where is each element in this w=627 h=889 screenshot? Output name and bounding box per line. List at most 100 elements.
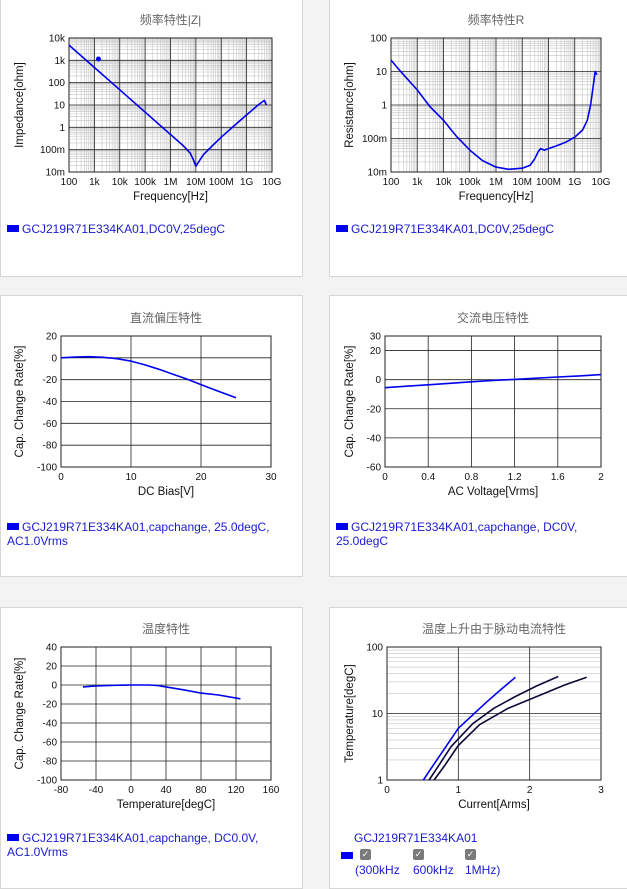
chart-panel-dc-bias: 直流偏压特性 0 10 20 30 20 0 -20 -40 -60 -80 -100 DC Bias[… [0, 295, 303, 577]
y-tick-label: -100 [37, 776, 57, 787]
checkbox-label-600khz: 600kHz [413, 863, 454, 877]
x-tick-label: 10k [435, 177, 452, 188]
y-tick-label: 30 [370, 332, 382, 343]
chart-title: 交流电压特性 [457, 310, 529, 325]
y-tick-label: 100 [48, 78, 65, 89]
x-axis-label: Frequency[Hz] [459, 191, 534, 203]
legend-label: GCJ219R71E334KA01,capchange, DC0V, 25.0d… [336, 520, 578, 548]
chart-panel-impedance: 频率特性|Z| 100 1k 10k 100k 1M 10M 100M 1G 10G 10m 100m… [0, 0, 303, 277]
chart-panel-ripple: 温度上升由于脉动电流特性 0 1 2 3 1 10 100 Current[Arms] Tempe… [329, 607, 627, 889]
legend-label: GCJ219R71E334KA01,DC0V,25degC [22, 222, 226, 236]
x-tick-label: 120 [228, 785, 245, 796]
y-tick-label: 20 [370, 346, 382, 357]
chart-title: 温度特性 [142, 621, 190, 636]
x-tick-label: -80 [54, 785, 69, 796]
x-tick-label: 10G [592, 177, 611, 188]
series-line-0 [82, 684, 241, 700]
x-tick-label: 10G [263, 177, 282, 188]
y-tick-label: 10m [368, 168, 387, 179]
plot-frame [60, 646, 272, 781]
y-tick-label: -40 [367, 433, 382, 444]
legend-swatch [7, 523, 19, 531]
y-tick-label: -20 [43, 375, 58, 386]
x-tick-label: 1.6 [551, 472, 565, 483]
x-tick-label: 100k [459, 177, 482, 188]
legend: GCJ219R71E334KA01,capchange, DC0V, 25.0d… [336, 520, 626, 548]
y-tick-label: -80 [43, 441, 58, 452]
y-tick-label: 0 [51, 681, 57, 692]
x-tick-label: 2 [598, 472, 604, 483]
frequency-checkboxes: ✓ ✓ ✓ (300kHz 600kHz 1MHz) [337, 844, 627, 884]
x-tick-label: -40 [89, 785, 104, 796]
y-tick-label: 1 [381, 101, 387, 112]
plot-frame [384, 335, 602, 468]
ac-voltage-chart: 交流电压特性 0 0.4 0.8 1.2 1.6 2 30 20 0 -20 -40 -60 AC Vol… [344, 310, 604, 498]
x-tick-label: 0 [128, 785, 134, 796]
x-tick-label: 10 [125, 472, 137, 483]
plot-frame [386, 646, 602, 781]
x-tick-label: 1G [240, 177, 254, 188]
x-tick-label: 30 [265, 472, 277, 483]
y-tick-label: 10m [46, 168, 65, 179]
y-tick-label: -40 [43, 719, 58, 730]
x-tick-label: 0 [382, 472, 388, 483]
legend-swatch [7, 834, 19, 842]
x-tick-label: 10M [513, 177, 532, 188]
x-tick-label: 1k [412, 177, 424, 188]
x-tick-label: 0.8 [464, 472, 478, 483]
checkbox-label-300khz: (300kHz [355, 863, 400, 877]
x-tick-label: 100k [134, 177, 157, 188]
legend-label: GCJ219R71E334KA01,capchange, 25.0degC, A… [7, 520, 270, 548]
x-tick-label: 1.2 [508, 472, 522, 483]
y-tick-label: -60 [43, 419, 58, 430]
x-tick-label: 1M [489, 177, 503, 188]
x-tick-label: 0 [384, 785, 390, 796]
y-tick-label: -60 [43, 738, 58, 749]
plot-area [385, 336, 601, 467]
x-tick-label: 100M [536, 177, 561, 188]
chart-title: 温度上升由于脉动电流特性 [422, 621, 566, 636]
y-tick-label: 100 [370, 34, 387, 45]
x-tick-label: 1k [89, 177, 101, 188]
legend-swatch [341, 852, 353, 859]
x-axis-label: Current[Arms] [458, 799, 530, 811]
chart-panel-ac-voltage: 交流电压特性 0 0.4 0.8 1.2 1.6 2 30 20 0 -20 -40 -60 AC Vol… [329, 295, 627, 577]
y-tick-label: 1k [54, 56, 66, 67]
y-tick-label: 100m [40, 145, 65, 156]
x-tick-label: 10k [112, 177, 129, 188]
y-axis-label: Impedance[ohm] [14, 62, 26, 148]
checkbox-300khz[interactable]: ✓ [360, 849, 371, 860]
x-tick-label: 40 [160, 785, 172, 796]
series-line-300khz [422, 676, 516, 781]
y-tick-label: 1 [377, 776, 383, 787]
series-line-0 [60, 355, 237, 399]
y-tick-label: 10 [54, 101, 66, 112]
x-tick-label: 0.4 [421, 472, 435, 483]
temperature-chart: 温度特性-80 -40 0 40 80 120 16040200-20-40-60-80-1… [14, 621, 280, 811]
y-tick-label: 0 [51, 353, 57, 364]
x-tick-label: 0 [58, 472, 64, 483]
plot-frame [68, 37, 273, 173]
series-line-0 [384, 373, 602, 389]
data-marker [95, 56, 101, 62]
x-tick-label: 100M [209, 177, 234, 188]
y-tick-label: 100 [366, 643, 383, 654]
checkbox-600khz[interactable]: ✓ [413, 849, 424, 860]
x-tick-label: 1G [568, 177, 582, 188]
legend-swatch [336, 225, 348, 233]
legend-label: GCJ219R71E334KA01,capchange, DC0.0V, AC1… [7, 831, 259, 859]
x-tick-label: 3 [598, 785, 604, 796]
y-tick-label: 0 [375, 375, 381, 386]
y-tick-label: 100m [362, 134, 387, 145]
y-axis-label: Cap. Change Rate[%] [14, 658, 26, 770]
y-tick-label: 10 [372, 709, 384, 720]
legend-swatch [336, 523, 348, 531]
y-tick-label: -100 [37, 463, 57, 474]
legend: GCJ219R71E334KA01,capchange, DC0.0V, AC1… [7, 831, 297, 859]
y-tick-label: -20 [367, 404, 382, 415]
x-tick-label: 2 [527, 785, 533, 796]
plot-frame [390, 37, 602, 173]
checkbox-1mhz[interactable]: ✓ [465, 849, 476, 860]
legend: GCJ219R71E334KA01 [354, 831, 627, 845]
